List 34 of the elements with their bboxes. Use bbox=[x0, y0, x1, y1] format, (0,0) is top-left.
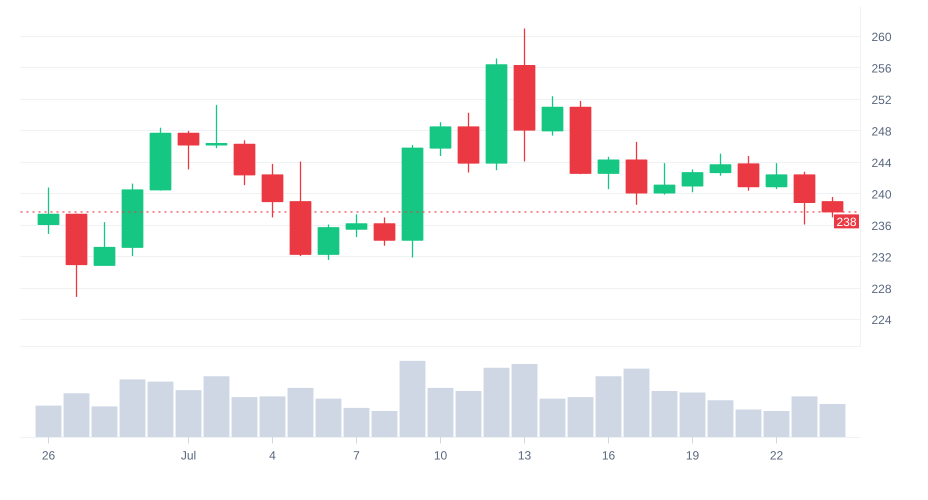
candlestick bbox=[38, 186, 60, 235]
y-tick-label: 256 bbox=[872, 61, 892, 76]
y-tick-label: 252 bbox=[872, 92, 892, 107]
x-tick-label: 4 bbox=[269, 448, 276, 462]
x-tick-label: 22 bbox=[770, 448, 784, 462]
y-tick-label: 244 bbox=[872, 156, 892, 170]
candlestick bbox=[738, 155, 760, 192]
x-tick-label: 10 bbox=[434, 448, 448, 462]
candlestick bbox=[430, 122, 452, 157]
candlestick bbox=[542, 96, 564, 136]
candlestick bbox=[654, 162, 676, 196]
y-tick-label: 248 bbox=[872, 124, 892, 138]
x-tick-label: 19 bbox=[686, 448, 700, 462]
y-tick-label: 232 bbox=[872, 250, 892, 264]
candlestick bbox=[94, 222, 116, 266]
candlestick bbox=[766, 162, 788, 190]
candlestick bbox=[710, 153, 732, 176]
candlestick bbox=[682, 168, 704, 193]
candlestick bbox=[178, 130, 200, 170]
y-tick-label: 240 bbox=[872, 187, 892, 202]
x-tick-label: 26 bbox=[42, 448, 56, 462]
x-tick-label: 13 bbox=[518, 448, 532, 462]
y-tick-label: 228 bbox=[872, 282, 892, 296]
x-tick-label: Jul bbox=[180, 448, 196, 462]
ref-line-label: 238 bbox=[836, 214, 857, 229]
y-tick-label: 260 bbox=[872, 30, 892, 44]
x-tick-label: 16 bbox=[602, 448, 616, 462]
candlestick bbox=[598, 156, 620, 190]
candlestick bbox=[346, 214, 368, 238]
candlestick bbox=[374, 216, 396, 246]
x-tick-label: 7 bbox=[353, 448, 360, 462]
y-tick-label: 236 bbox=[872, 218, 892, 233]
y-tick-label: 224 bbox=[872, 313, 892, 328]
candlestick bbox=[206, 104, 228, 149]
